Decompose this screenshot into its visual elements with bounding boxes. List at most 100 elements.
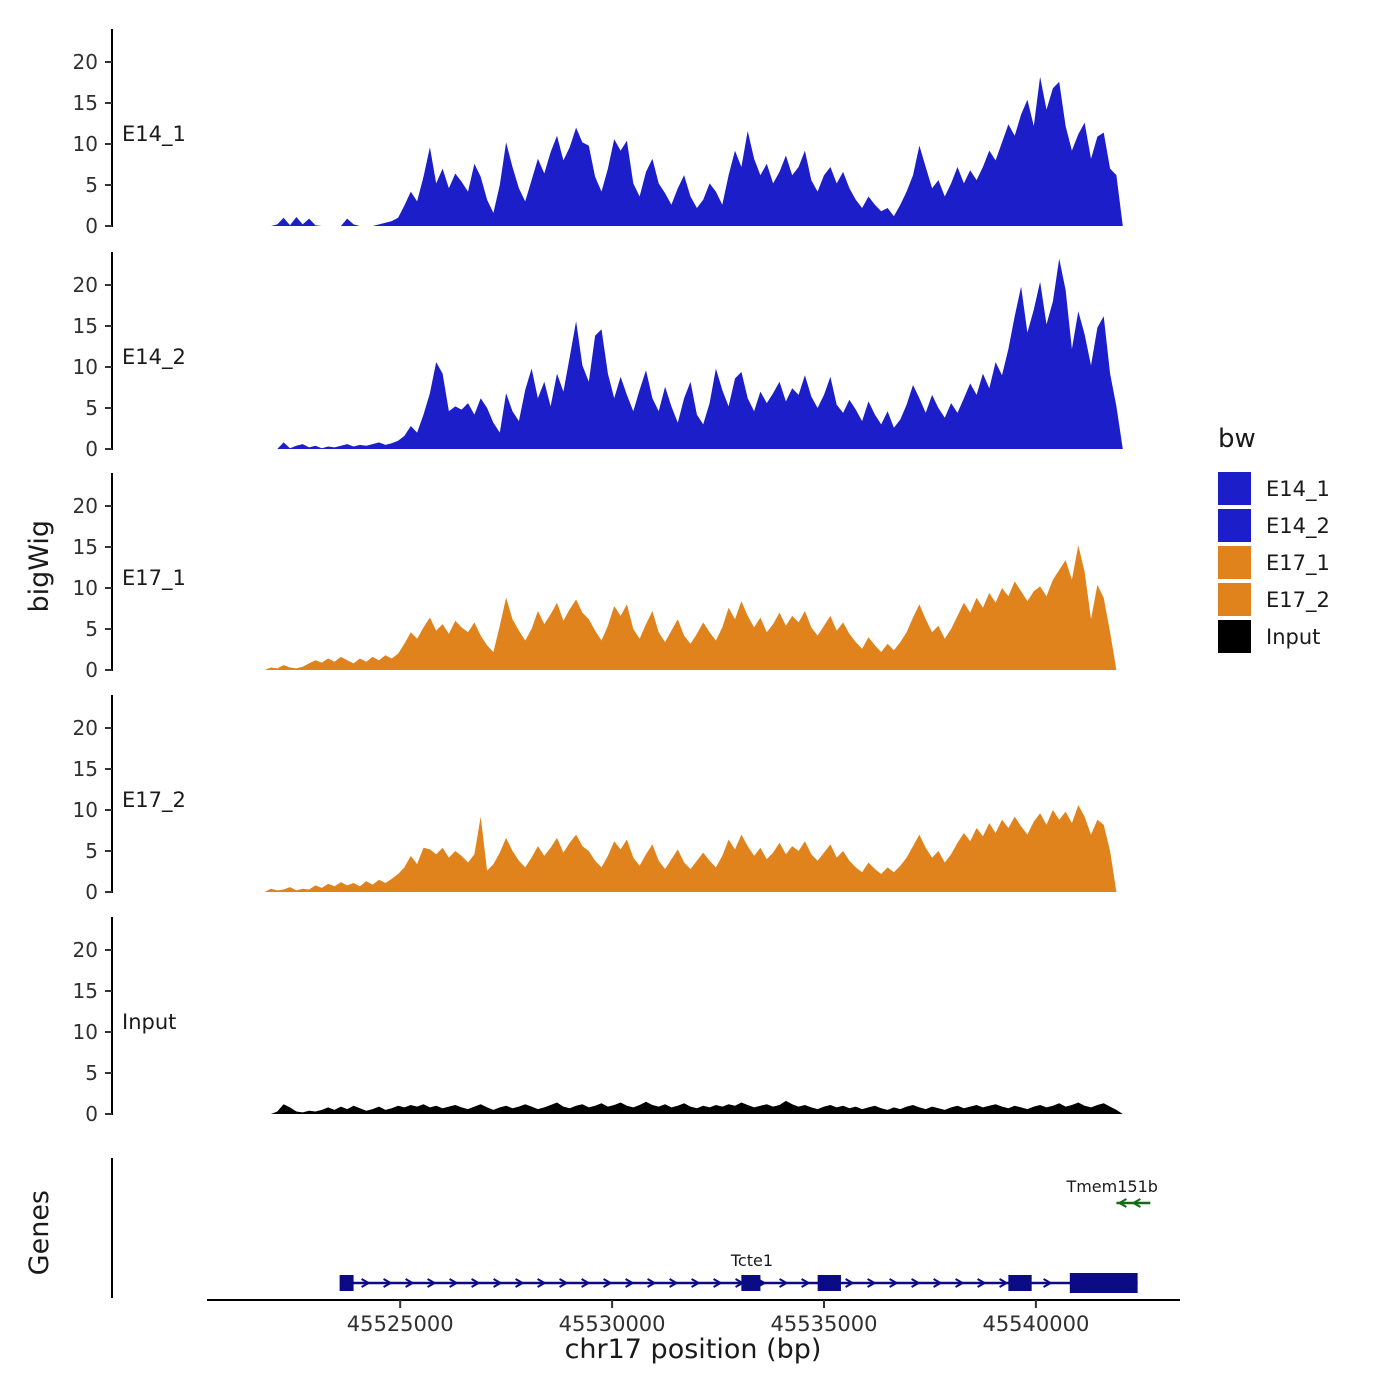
track-label-input: Input <box>122 1010 177 1034</box>
gene-strand-arrow <box>999 1278 1009 1288</box>
x-axis-title: chr17 position (bp) <box>564 1334 822 1365</box>
gene-exon-Tcte1 <box>1069 1273 1138 1293</box>
gene-strand-arrow <box>713 1278 723 1288</box>
legend-item-label: Input <box>1266 624 1321 649</box>
svg-text:20: 20 <box>73 494 98 518</box>
gene-strand-arrow <box>1043 1278 1053 1288</box>
svg-text:5: 5 <box>85 617 98 641</box>
gene-strand-arrow <box>449 1278 459 1288</box>
svg-text:5: 5 <box>85 1061 98 1085</box>
legend-swatch-e14-2 <box>1218 509 1251 542</box>
y-axis-title: bigWig <box>24 520 55 613</box>
svg-text:45530000: 45530000 <box>559 1312 666 1336</box>
gene-label-Tmem151b: Tmem151b <box>1065 1177 1157 1196</box>
legend-item-e14-2: E14_2 <box>1218 509 1330 542</box>
track-label-e14-2: E14_2 <box>122 345 186 369</box>
area-E17_2 <box>264 805 1123 892</box>
gene-strand-arrow <box>867 1278 877 1288</box>
genes-axis-title: Genes <box>24 1190 55 1276</box>
gene-strand-arrow <box>581 1278 591 1288</box>
svg-text:15: 15 <box>73 91 98 115</box>
legend-item-label: E14_2 <box>1266 513 1330 538</box>
svg-text:10: 10 <box>73 576 98 600</box>
svg-text:15: 15 <box>73 314 98 338</box>
svg-text:10: 10 <box>73 1020 98 1044</box>
area-E14_2 <box>264 258 1123 449</box>
legend-swatch-e14-1 <box>1218 472 1251 505</box>
gene-exon-Tcte1 <box>1008 1275 1032 1291</box>
gene-strand-arrow <box>1021 1278 1031 1288</box>
gene-exon-Tcte1 <box>340 1275 354 1291</box>
legend-item-input: Input <box>1218 620 1330 653</box>
gene-strand-arrow <box>801 1278 811 1288</box>
gene-label-Tcte1: Tcte1 <box>730 1251 773 1270</box>
gene-strand-arrow <box>669 1278 679 1288</box>
svg-text:45535000: 45535000 <box>771 1312 878 1336</box>
svg-text:0: 0 <box>85 880 98 904</box>
gene-strand-arrow <box>691 1278 701 1288</box>
svg-text:0: 0 <box>85 1102 98 1126</box>
svg-text:15: 15 <box>73 535 98 559</box>
gene-strand-arrow <box>933 1278 943 1288</box>
svg-text:10: 10 <box>73 355 98 379</box>
legend-swatch-input <box>1218 620 1251 653</box>
area-E14_1 <box>264 76 1123 226</box>
svg-text:20: 20 <box>73 50 98 74</box>
svg-text:45525000: 45525000 <box>347 1312 454 1336</box>
gene-strand-arrow <box>559 1278 569 1288</box>
gene-strand-arrow <box>889 1278 899 1288</box>
svg-text:5: 5 <box>85 396 98 420</box>
gene-strand-arrow <box>471 1278 481 1288</box>
legend: bw E14_1 E14_2 E17_1 E17_2 Input <box>1218 424 1330 657</box>
legend-title: bw <box>1218 424 1256 454</box>
gene-strand-arrow <box>515 1278 525 1288</box>
svg-text:20: 20 <box>73 938 98 962</box>
svg-text:5: 5 <box>85 173 98 197</box>
gene-strand-arrow <box>1131 1198 1141 1208</box>
svg-text:20: 20 <box>73 273 98 297</box>
gene-strand-arrow <box>405 1278 415 1288</box>
gene-strand-arrow <box>779 1278 789 1288</box>
legend-item-label: E14_1 <box>1266 476 1330 501</box>
gene-strand-arrow <box>361 1278 371 1288</box>
gene-strand-arrow <box>845 1278 855 1288</box>
gene-exon-Tcte1 <box>741 1275 761 1291</box>
area-Input <box>264 1100 1123 1114</box>
svg-text:15: 15 <box>73 979 98 1003</box>
legend-item-label: E17_2 <box>1266 587 1330 612</box>
legend-item-e17-2: E17_2 <box>1218 583 1330 616</box>
gene-strand-arrow <box>735 1278 745 1288</box>
gene-strand-arrow <box>383 1278 393 1288</box>
gene-strand-arrow <box>977 1278 987 1288</box>
legend-item-e17-1: E17_1 <box>1218 546 1330 579</box>
gene-strand-arrow <box>1117 1198 1127 1208</box>
gene-strand-arrow <box>955 1278 965 1288</box>
gene-strand-arrow <box>427 1278 437 1288</box>
legend-item-label: E17_1 <box>1266 550 1330 575</box>
track-label-e14-1: E14_1 <box>122 122 186 146</box>
svg-text:0: 0 <box>85 214 98 238</box>
svg-text:0: 0 <box>85 658 98 682</box>
svg-text:20: 20 <box>73 716 98 740</box>
gene-strand-arrow <box>647 1278 657 1288</box>
area-E17_1 <box>264 545 1123 670</box>
svg-text:45540000: 45540000 <box>982 1312 1089 1336</box>
svg-text:10: 10 <box>73 132 98 156</box>
svg-text:15: 15 <box>73 757 98 781</box>
svg-text:5: 5 <box>85 839 98 863</box>
gene-strand-arrow <box>823 1278 833 1288</box>
legend-item-e14-1: E14_1 <box>1218 472 1330 505</box>
gene-strand-arrow <box>603 1278 613 1288</box>
legend-swatch-e17-1 <box>1218 546 1251 579</box>
track-label-e17-1: E17_1 <box>122 566 186 590</box>
svg-text:10: 10 <box>73 798 98 822</box>
gene-strand-arrow <box>625 1278 635 1288</box>
track-label-e17-2: E17_2 <box>122 788 186 812</box>
gene-strand-arrow <box>757 1278 767 1288</box>
legend-swatch-e17-2 <box>1218 583 1251 616</box>
gene-strand-arrow <box>537 1278 547 1288</box>
gene-strand-arrow <box>911 1278 921 1288</box>
gene-strand-arrow <box>493 1278 503 1288</box>
